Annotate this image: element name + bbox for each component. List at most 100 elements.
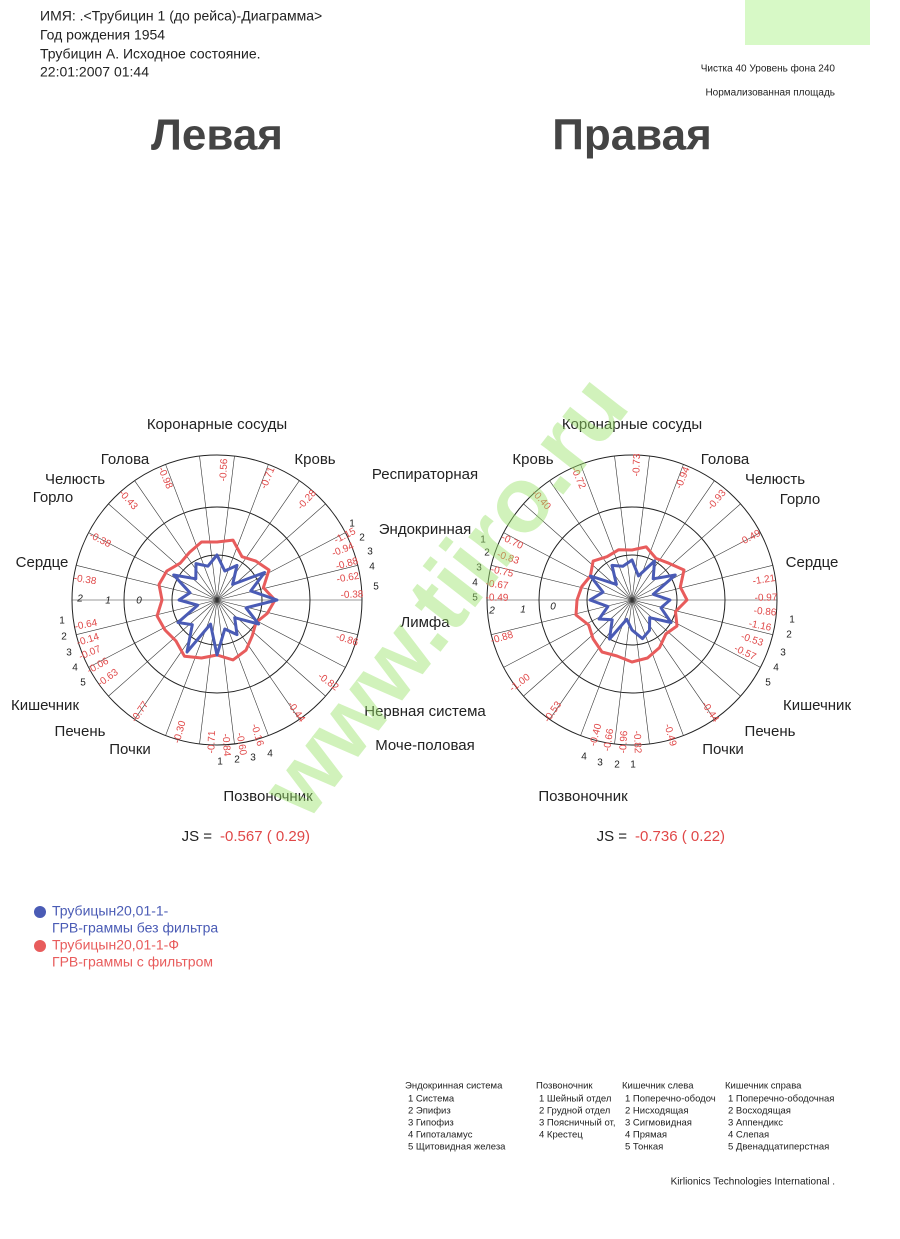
sector-label: Кишечник: [783, 697, 851, 714]
value-label: -0.96: [618, 730, 630, 754]
sector-label: Голова: [101, 451, 150, 468]
value-label: -0.38: [340, 589, 364, 601]
value-label: -0.93: [706, 488, 729, 513]
value-label: -0.67: [485, 578, 509, 591]
spoke: [614, 456, 633, 601]
value-label: -0.77: [129, 699, 151, 724]
sector-label: Печень: [745, 723, 796, 740]
sector-label: Голова: [701, 451, 750, 468]
sub-number: 1: [480, 535, 486, 546]
sub-number: 3: [476, 563, 482, 574]
spoke: [631, 599, 741, 697]
value-label: -0.62: [336, 571, 361, 586]
sub-number: 1: [789, 615, 795, 626]
sub-number: 1: [217, 757, 223, 768]
spoke: [165, 464, 218, 601]
sub-number: 3: [780, 648, 786, 659]
spoke: [216, 464, 269, 601]
value-label: -0.64: [74, 618, 99, 633]
right-title: Правая: [552, 111, 712, 160]
sector-label: Эндокринная: [379, 521, 471, 538]
sub-number: 3: [597, 758, 603, 769]
sub-number: 4: [267, 749, 273, 760]
footnote-item: 4 Слепая: [728, 1130, 769, 1141]
sub-number: 2: [786, 630, 792, 641]
spoke: [108, 599, 218, 697]
value-label: -0.60: [234, 732, 249, 757]
spoke: [631, 480, 715, 601]
sector-label: Позвоночник: [223, 788, 313, 805]
sub-number: 2: [61, 632, 67, 643]
watermark: www.tiiro.ru: [241, 356, 647, 836]
sub-number: 5: [80, 678, 86, 689]
spoke: [216, 599, 326, 697]
value-label: -0.88: [335, 556, 360, 573]
value-label: -0.88: [490, 630, 515, 647]
spoke: [503, 532, 633, 601]
value-label: -0.28: [295, 488, 319, 513]
spoke: [631, 456, 650, 601]
footnote-item: 1 Поперечно-ободоч: [625, 1094, 716, 1105]
value-label: -0.30: [172, 719, 189, 744]
sub-number: 3: [66, 648, 72, 659]
footnote-item: 5 Двенадцатиперстная: [728, 1142, 829, 1153]
sub-number: 4: [773, 663, 779, 674]
spoke: [216, 532, 346, 601]
sub-number: 4: [581, 752, 587, 763]
sub-number: 5: [373, 582, 379, 593]
ring-label: 2: [488, 606, 495, 617]
spoke: [503, 599, 633, 668]
sector-label: Челюсть: [45, 471, 105, 488]
js-label: JS =: [597, 828, 628, 845]
value-label: -0.71: [206, 730, 218, 754]
spoke: [631, 599, 650, 744]
blue-contour: [172, 553, 279, 657]
spoke: [76, 565, 218, 601]
sector-label: Лимфа: [400, 614, 450, 631]
legend-desc: ГРВ-граммы с фильтром: [52, 954, 213, 970]
sub-number: 3: [250, 753, 256, 764]
sub-number: 1: [349, 519, 355, 530]
value-label: -0.66: [602, 727, 617, 752]
spoke: [134, 599, 218, 720]
sector-label: Почки: [109, 741, 151, 758]
spoke: [549, 599, 633, 720]
sub-number: 2: [359, 533, 365, 544]
footnote-item: 2 Грудной отдел: [539, 1106, 610, 1117]
value-label: -0.75: [490, 564, 515, 580]
footnote-item: 3 Гипофиз: [408, 1118, 454, 1129]
value-label: -0.73: [631, 453, 643, 477]
sector-label: Печень: [55, 723, 106, 740]
spoke: [631, 532, 761, 601]
footnote-item: 4 Крестец: [539, 1130, 583, 1141]
value-label: -0.71: [259, 465, 278, 491]
value-label: -0.49: [486, 592, 509, 603]
ring-label: 1: [105, 596, 111, 607]
ring-label: 2: [76, 594, 83, 605]
footnote-item: 1 Шейный отдел: [539, 1094, 611, 1105]
sub-number: 5: [472, 593, 478, 604]
footnote-item: 2 Восходящая: [728, 1106, 791, 1117]
value-label: -1.16: [748, 618, 773, 633]
spoke: [199, 599, 218, 744]
footnote-item: 4 Гипоталамус: [408, 1130, 473, 1141]
value-label: -0.97: [755, 592, 778, 603]
sector-label: Респираторная: [372, 466, 478, 483]
legend-desc: ГРВ-граммы без фильтра: [52, 920, 218, 936]
value-label: -0.44: [699, 700, 721, 725]
value-label: -0.82: [631, 730, 643, 754]
spoke: [631, 599, 715, 720]
sector-label: Кровь: [294, 451, 335, 468]
footnote-title: Кишечник справа: [725, 1081, 802, 1092]
footnote-item: 1 Поперечно-ободочная: [728, 1094, 834, 1105]
sector-label: Кишечник: [11, 697, 79, 714]
sector-label: Горло: [33, 489, 74, 506]
mode: Нормализованная площадь: [705, 88, 835, 99]
sector-label: Сердце: [786, 554, 839, 571]
footnote-item: 3 Поясничный от,: [539, 1118, 615, 1129]
spoke: [491, 565, 633, 601]
sub-number: 2: [614, 760, 620, 771]
footnote-item: 5 Щитовидная железа: [408, 1142, 506, 1153]
value-label: -0.84: [220, 733, 232, 757]
subject: Трубицин А. Исходное состояние.: [40, 46, 261, 62]
